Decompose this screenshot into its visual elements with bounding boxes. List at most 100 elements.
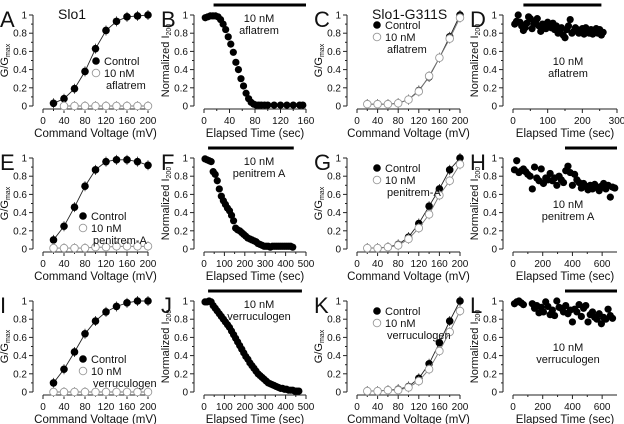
x-tick-label: 120 [98, 116, 115, 127]
annotation-text: verruculogen [536, 354, 600, 366]
series-treated [49, 241, 153, 254]
y-axis-label-main: G/G [313, 343, 325, 363]
y-axis-label-main: Normalized I [160, 35, 172, 97]
data-point-open [91, 387, 100, 397]
x-tick-label: 80 [393, 402, 405, 413]
data-point [283, 101, 291, 109]
fit-line [53, 14, 149, 104]
y-tick-label: 0.6 [483, 190, 497, 201]
y-tick-label: 0.2 [174, 369, 188, 380]
data-point-open [133, 101, 142, 111]
data-point [49, 236, 58, 244]
y-axis-label: G/Gmax [313, 43, 326, 77]
data-point-open [373, 386, 382, 396]
series-control [510, 297, 617, 328]
data-point-open [424, 210, 434, 219]
data-point [606, 193, 614, 201]
x-tick-label: 160 [119, 259, 136, 270]
y-axis-label-main: Normalized I [469, 178, 481, 240]
data-point [123, 299, 131, 307]
y-tick-label: 0.4 [327, 208, 341, 219]
data-point [227, 40, 235, 48]
data-point [295, 387, 303, 395]
panel-title: Slo1-G311S [372, 6, 447, 22]
data-point [144, 11, 152, 19]
y-axis-label-sub: max [5, 43, 12, 57]
x-axis-label: Elapsed Time (sec) [206, 128, 305, 140]
data-point [513, 157, 521, 165]
y-tick-label: 0.2 [13, 83, 27, 94]
data-point-open [414, 87, 424, 96]
x-tick-label: 0 [201, 402, 207, 413]
data-point [445, 317, 454, 325]
legend-label: 10 nM [385, 32, 416, 44]
data-point [112, 17, 121, 26]
data-point-open [91, 101, 100, 111]
data-point [276, 101, 285, 109]
y-tick-label: 0 [21, 388, 27, 399]
y-tick-label: 0.4 [174, 65, 188, 76]
x-tick-label: 200 [452, 116, 469, 127]
x-tick-label: 500 [298, 402, 315, 413]
legend-label: Control [104, 56, 139, 68]
x-axis-label: Elapsed Time (sec) [206, 271, 305, 283]
x-tick-label: 300 [257, 402, 274, 413]
panel-label: D [470, 7, 486, 32]
x-tick-label: 120 [272, 116, 289, 127]
panel-title: Slo1 [58, 6, 86, 22]
data-point [60, 94, 68, 103]
data-point-open [122, 387, 132, 397]
data-point-open [80, 387, 90, 397]
panel-label: A [0, 7, 15, 32]
y-tick-label: 0.4 [13, 208, 27, 219]
x-tick-label: 40 [58, 116, 70, 127]
data-point [70, 84, 79, 93]
legend-marker-open [372, 318, 382, 328]
x-tick-label: 0 [354, 259, 360, 270]
y-axis-label: Normalized I200 [160, 167, 173, 241]
data-point [49, 379, 58, 387]
x-tick-label: 80 [393, 116, 405, 127]
data-point-open [455, 306, 465, 316]
y-tick-label: 0.8 [483, 172, 497, 183]
y-axis-label: Normalized I200 [160, 310, 173, 384]
data-point-open [143, 242, 153, 251]
x-axis-label: Command Voltage (mV) [34, 271, 157, 283]
y-axis-label-sub: max [319, 43, 326, 57]
x-tick-label: 400 [277, 402, 294, 413]
data-point-open [80, 101, 90, 111]
data-point-open [383, 99, 393, 109]
data-point [530, 163, 539, 171]
series-control [510, 157, 619, 201]
data-point [102, 157, 110, 166]
data-point-open [59, 101, 69, 111]
data-point-open [435, 346, 444, 356]
series-control [49, 296, 152, 388]
data-point-open [112, 242, 121, 251]
y-axis-label-main: G/G [313, 200, 325, 220]
y-tick-label: 0.6 [174, 47, 188, 58]
y-axis-label: G/Gmax [0, 43, 12, 77]
data-point [571, 170, 579, 178]
legend-marker-filled [79, 212, 87, 220]
y-axis-label: G/Gmax [313, 329, 326, 363]
panel-label: G [314, 150, 331, 175]
x-tick-label: 0 [40, 402, 46, 413]
y-tick-label: 0.4 [327, 65, 341, 76]
data-point-open [404, 383, 413, 392]
panel-label: E [0, 150, 15, 175]
x-axis-label: Command Voltage (mV) [34, 128, 157, 140]
y-tick-label: 0.2 [327, 226, 341, 237]
x-tick-label: 160 [431, 402, 448, 413]
data-point [232, 58, 240, 66]
y-tick-label: 0.8 [483, 29, 497, 40]
data-point [599, 28, 607, 36]
data-point [102, 308, 110, 316]
legend-marker-open [91, 68, 101, 78]
panel-label: K [314, 293, 329, 318]
y-tick-label: 1 [335, 11, 341, 22]
legend-label: Control [385, 306, 420, 318]
x-axis-label: Command Voltage (mV) [34, 414, 157, 424]
